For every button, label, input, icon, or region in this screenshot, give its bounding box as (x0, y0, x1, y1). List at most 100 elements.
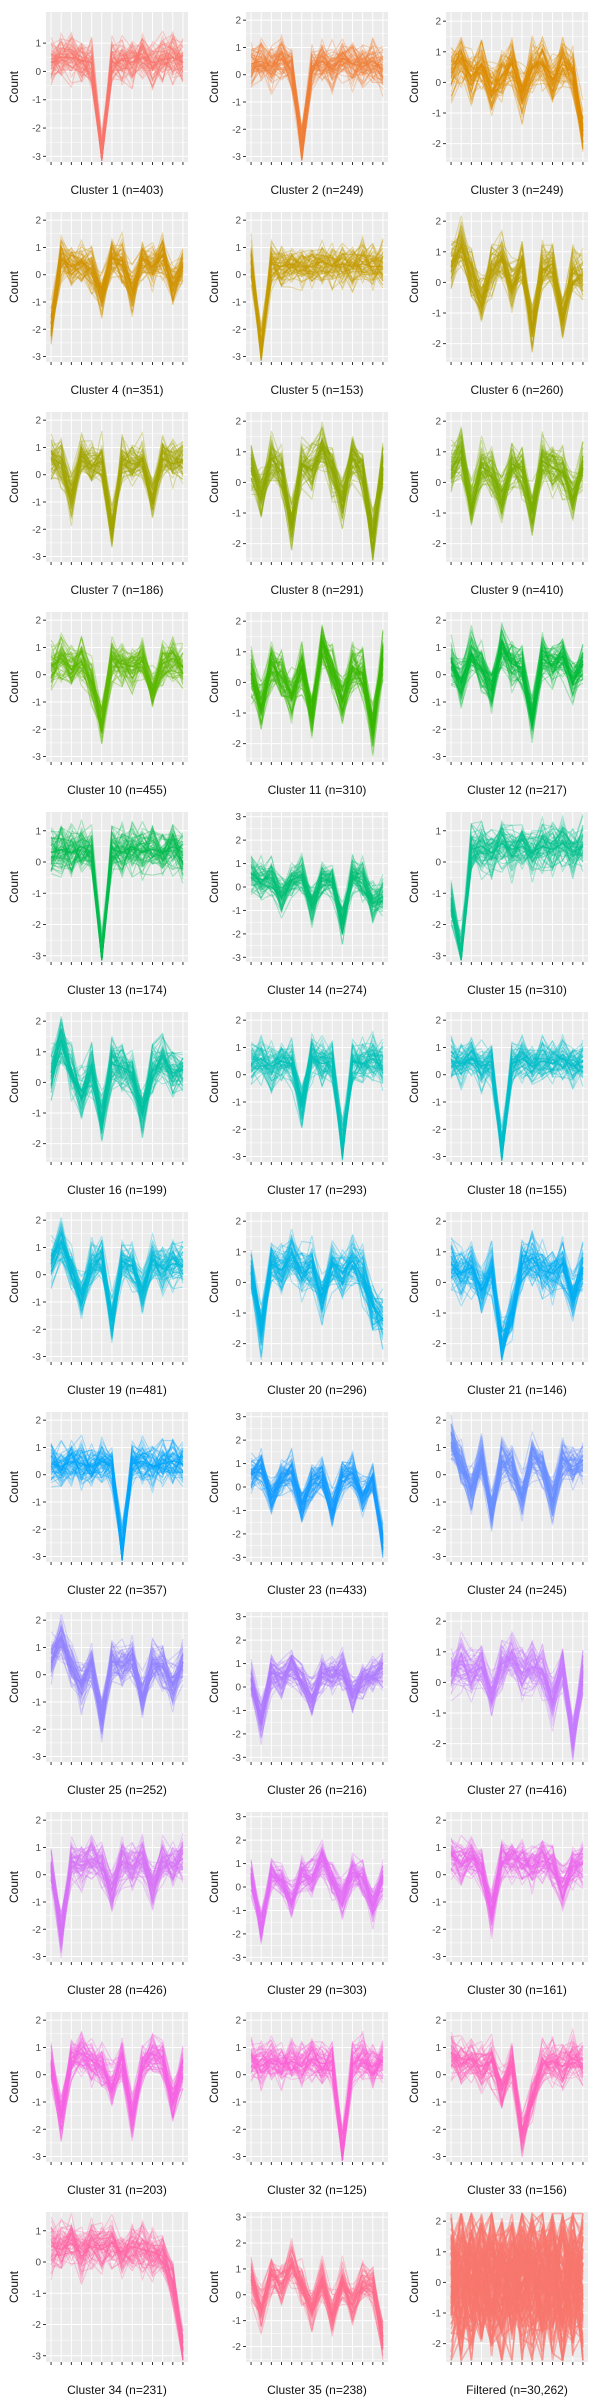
profile-line (250, 2045, 384, 2160)
y-tick-label: -1 (32, 1698, 41, 1709)
profile-line (450, 1046, 584, 1161)
cluster-title: Cluster 28 (n=426) (67, 1983, 167, 1997)
profile-line (450, 637, 584, 726)
profile-line (250, 2262, 384, 2344)
profile-line (50, 1449, 184, 1534)
profile-line (50, 1452, 184, 1546)
profile-line (50, 1638, 184, 1716)
panel-background (46, 1612, 188, 1762)
profile-line (250, 1656, 384, 1723)
profile-line (450, 1433, 584, 1511)
profile-line (50, 2046, 184, 2112)
profile-line (450, 827, 584, 941)
profile-line (250, 254, 384, 361)
profile-line (250, 2045, 384, 2154)
profile-line (50, 1636, 184, 1728)
y-tick-label: 1 (235, 2043, 241, 2054)
profile-line (450, 829, 584, 951)
profile-line (250, 44, 384, 140)
profile-line (450, 826, 584, 961)
profile-line (50, 2213, 184, 2361)
profile-line (250, 252, 384, 358)
profile-line (450, 1841, 583, 1912)
profile-line (451, 435, 584, 520)
typical-profile-line (250, 57, 384, 146)
profile-line (50, 2051, 184, 2121)
profile-line (50, 2046, 184, 2118)
profile-line (250, 859, 384, 924)
profile-line (450, 240, 584, 318)
profile-line (250, 1042, 384, 1150)
y-tick-label: 0 (35, 67, 41, 78)
y-tick-label: 2 (235, 2239, 241, 2250)
profile-line (50, 2042, 184, 2138)
profile-line (450, 1840, 584, 1913)
profile-line (250, 1476, 384, 1540)
y-tick-label: 0 (235, 1070, 241, 1081)
profile-line (51, 830, 184, 961)
profile-lines (250, 1645, 384, 1745)
profile-line (50, 2040, 184, 2123)
profile-line (250, 1654, 384, 1711)
profile-line (50, 1036, 184, 1113)
profile-line (250, 624, 384, 748)
profile-line (250, 2265, 384, 2338)
y-tick-label: 0 (35, 1470, 41, 1481)
profile-line (250, 1038, 384, 1151)
profile-line (250, 1038, 383, 1157)
profile-line (50, 2222, 184, 2346)
profile-lines (50, 230, 184, 345)
profile-line (450, 1045, 584, 1161)
profile-line (50, 631, 184, 734)
profile-line (250, 855, 384, 912)
y-axis-label: Count (407, 2270, 421, 2303)
profile-line (250, 1658, 384, 1725)
typical-profile-line (250, 1250, 384, 1332)
profile-line (250, 860, 384, 927)
profile-line (450, 2036, 584, 2148)
profile-line (50, 2223, 184, 2358)
profile-line (450, 47, 584, 150)
y-axis-label: Count (207, 2070, 221, 2103)
profile-line (450, 1851, 584, 1911)
profile-line (250, 859, 384, 921)
profile-line (250, 1051, 384, 1156)
profile-line (250, 437, 384, 550)
profile-line (251, 1048, 384, 1150)
y-tick-label: 1 (35, 1047, 41, 1058)
profile-line (50, 245, 184, 327)
profile-line (250, 649, 384, 725)
profile-line (50, 1444, 184, 1524)
profile-line (51, 834, 184, 947)
y-tick-label: -2 (32, 2320, 41, 2331)
profile-line (50, 2237, 184, 2361)
profile-line (50, 1234, 184, 1299)
panel-background (46, 2212, 188, 2362)
cluster-title: Cluster 22 (n=357) (67, 1583, 167, 1597)
profile-line (250, 1655, 384, 1726)
profile-line (250, 1656, 384, 1710)
profile-line (451, 453, 584, 513)
profile-line (251, 2247, 384, 2347)
profile-line (450, 243, 584, 312)
y-tick-label: 2 (235, 1836, 241, 1847)
y-tick-label: -3 (232, 2152, 241, 2163)
profile-line (450, 830, 584, 941)
profile-line (50, 1439, 184, 1529)
profile-line (451, 1840, 584, 1916)
profile-line (450, 2213, 584, 2350)
profile-line (450, 630, 584, 727)
profile-line (50, 1849, 184, 1938)
profile-line (450, 1242, 584, 1349)
profile-lines (50, 818, 184, 961)
profile-line (450, 2031, 584, 2145)
profile-line (250, 443, 384, 529)
profile-line (450, 1845, 584, 1900)
profile-line (250, 431, 384, 534)
profile-line (250, 641, 384, 724)
profile-line (50, 230, 184, 325)
profile-line (450, 2041, 584, 2141)
profile-line (50, 645, 184, 738)
profile-line (250, 247, 384, 349)
